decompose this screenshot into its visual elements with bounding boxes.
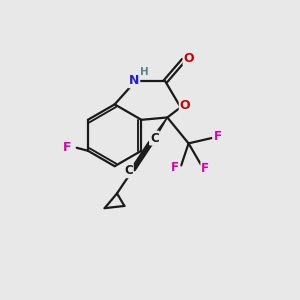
Text: C: C (150, 132, 159, 145)
Polygon shape (149, 118, 167, 144)
Text: O: O (184, 52, 194, 65)
Text: O: O (180, 99, 190, 112)
Text: F: F (63, 141, 71, 154)
Text: F: F (213, 130, 221, 143)
Text: F: F (201, 163, 209, 176)
Text: F: F (171, 161, 179, 174)
Text: H: H (140, 67, 149, 77)
Text: N: N (129, 74, 139, 87)
Text: C: C (124, 164, 133, 177)
